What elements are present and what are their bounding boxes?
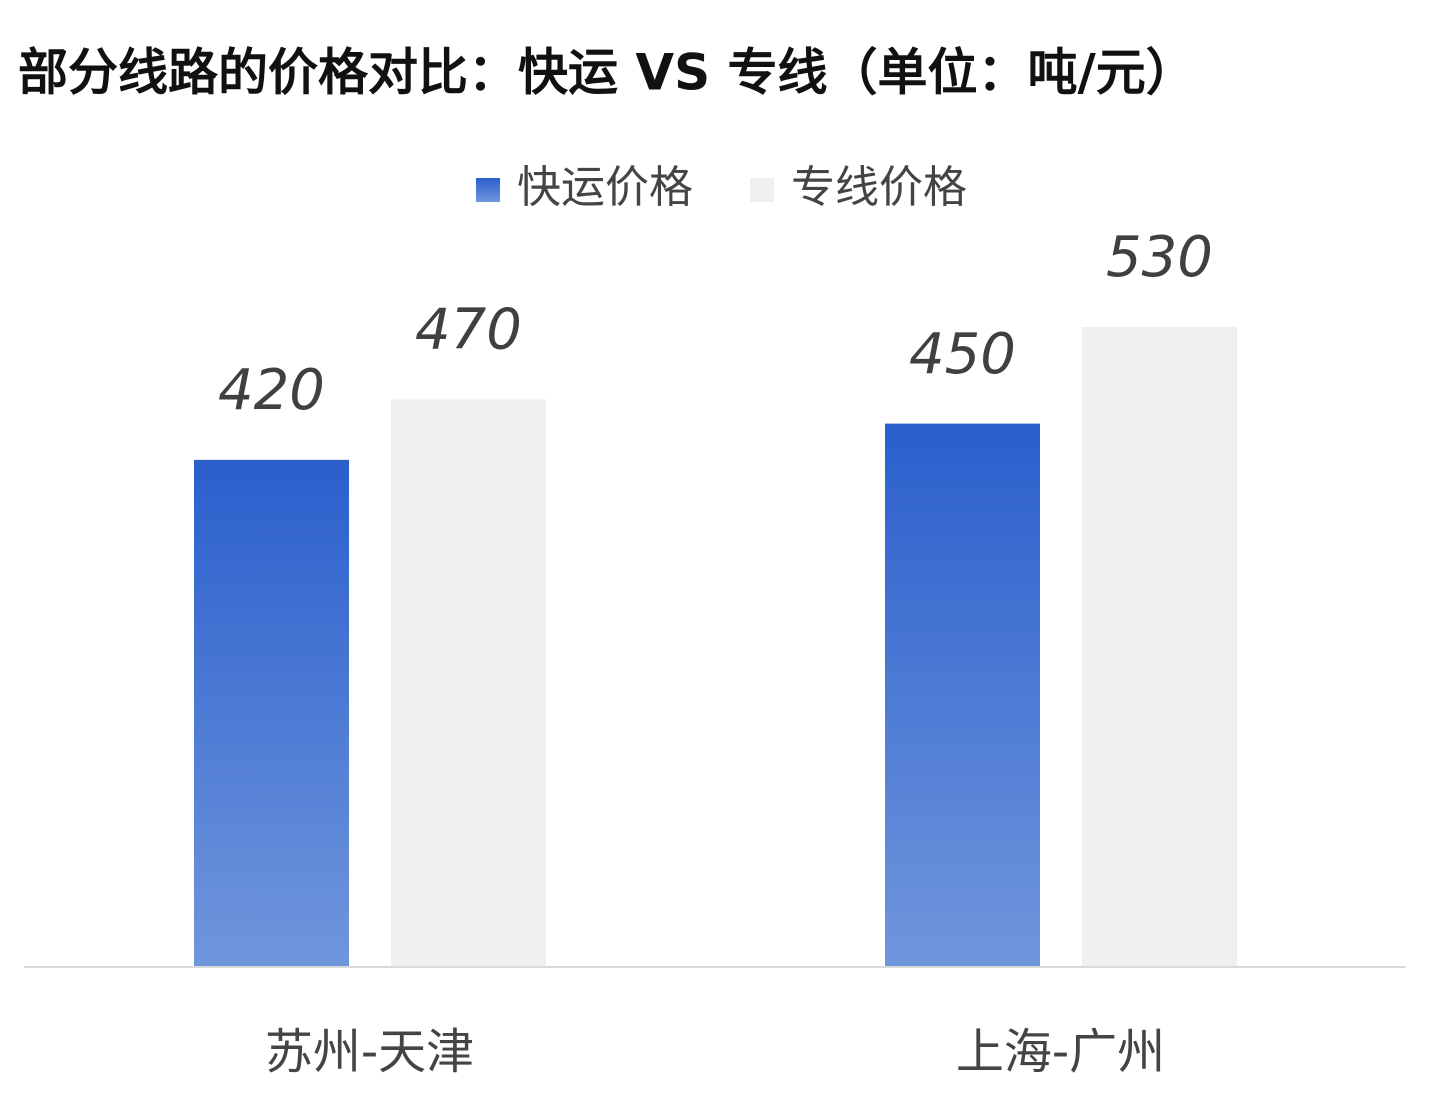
legend-swatch xyxy=(750,178,774,202)
x-tick-label: 苏州-天津 xyxy=(265,1024,474,1080)
x-tick-label: 上海-广州 xyxy=(956,1024,1165,1080)
data-label: 470 xyxy=(415,298,522,363)
chart-title: 部分线路的价格对比：快运 VS 专线（单位：吨/元） xyxy=(18,44,1196,102)
legend-label: 快运价格 xyxy=(517,162,693,213)
data-label: 530 xyxy=(1106,225,1213,290)
bar xyxy=(1082,327,1237,967)
bar xyxy=(194,459,349,967)
bar xyxy=(885,423,1040,967)
legend-label: 专线价格 xyxy=(791,162,967,213)
data-label: 420 xyxy=(218,358,325,423)
data-label: 450 xyxy=(909,322,1016,387)
legend-swatch xyxy=(476,178,500,202)
bar xyxy=(391,399,546,968)
